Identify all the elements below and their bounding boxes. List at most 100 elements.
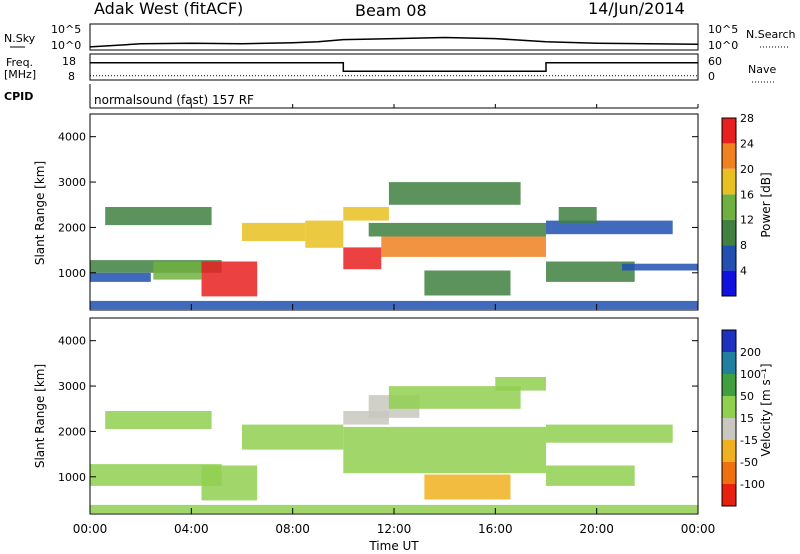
power-band-12 — [424, 270, 511, 296]
freq-left-tick-bottom: 8 — [68, 70, 75, 83]
power-colorbar-label: Power [dB] — [759, 172, 773, 237]
power-colorbar-swatch-5 — [722, 143, 736, 169]
freq-left-tick-top: 18 — [62, 55, 76, 68]
power-colorbar-swatch-4 — [722, 168, 736, 195]
noise-right-tick-top: 10^5 — [708, 23, 738, 36]
power-band-2 — [153, 261, 202, 280]
power-colorbar-swatch-1 — [722, 245, 736, 271]
power-ytick-label-0: 1000 — [58, 267, 86, 280]
velocity-ytick-label-2: 3000 — [58, 380, 86, 393]
nave-label: Nave — [748, 63, 776, 76]
power-colorbar-tick-0: 4 — [740, 265, 747, 278]
noise-panel-frame — [89, 23, 699, 51]
noise-sky-series — [89, 36, 699, 48]
power-band-11 — [388, 182, 521, 205]
power-colorbar-tick-3: 16 — [740, 188, 754, 201]
velocity-colorbar-label: Velocity [m s⁻¹] — [759, 363, 773, 456]
noise-right-tick-bottom: 10^0 — [708, 39, 738, 52]
velocity-colorbar-swatch-5 — [722, 374, 736, 396]
velocity-colorbar-frame — [721, 329, 737, 507]
velocity-band-0 — [90, 464, 222, 486]
freq-panel-frame — [89, 53, 699, 81]
power-band-3 — [201, 261, 258, 297]
x-axis-label: Time UT — [368, 539, 419, 553]
velocity-colorbar-tick-5: 100 — [740, 368, 761, 381]
power-colorbar-tick-2: 12 — [740, 214, 754, 227]
noise-left-tick-bottom: 10^0 — [51, 39, 81, 52]
beam-title: Beam 08 — [355, 1, 427, 20]
power-band-4 — [105, 207, 212, 226]
power-band-15 — [558, 207, 597, 223]
freq-trace — [90, 61, 698, 77]
date-title: 14/Jun/2014 — [588, 0, 685, 18]
power-colorbar: 4 8 12 16 20 24 28 — [721, 112, 754, 297]
velocity-colorbar-tick-1: -50 — [740, 456, 758, 469]
power-heatmap — [90, 182, 698, 310]
power-colorbar-tick-4: 20 — [740, 163, 754, 176]
noise-right-label: N.Search — [746, 28, 796, 41]
velocity-colorbar-tick-3: 15 — [740, 412, 754, 425]
power-band-16 — [622, 263, 698, 271]
velocity-colorbar-swatch-4 — [722, 396, 736, 418]
velocity-colorbar-swatch-7 — [722, 330, 736, 352]
power-band-10 — [343, 207, 389, 221]
velocity-band-9 — [424, 474, 511, 500]
velocity-band-10 — [546, 424, 673, 443]
power-colorbar-swatch-0 — [722, 270, 736, 296]
x-tick-label-2: 08:00 — [275, 522, 310, 536]
cpid-program-name: normalsound (fast) 157 RF — [94, 93, 254, 107]
power-band-14 — [546, 261, 635, 282]
velocity-band-1 — [201, 465, 258, 501]
power-band-6 — [305, 220, 344, 248]
power-ytick-label-3: 4000 — [58, 131, 86, 144]
freq-right-tick-bottom: 0 — [708, 70, 715, 83]
velocity-heatmap — [90, 377, 698, 514]
power-y-axis: 1000 2000 3000 4000 — [58, 131, 698, 280]
velocity-y-axis-label: Slant Range [km] — [33, 364, 47, 468]
power-ytick-label-2: 3000 — [58, 176, 86, 189]
power-band-9 — [368, 222, 546, 237]
velocity-colorbar-swatch-0 — [722, 484, 736, 506]
power-band-5 — [242, 222, 306, 241]
velocity-ytick-label-1: 2000 — [58, 425, 86, 438]
velocity-ytick-label-0: 1000 — [58, 471, 86, 484]
freq-series-0 — [90, 61, 698, 73]
velocity-band-7 — [388, 386, 521, 409]
x-tick-label-0: 00:00 — [73, 522, 108, 536]
velocity-y-axis: 1000 2000 3000 4000 — [58, 335, 698, 484]
noise-left-label: N.Sky — [4, 32, 36, 45]
power-colorbar-tick-6: 28 — [740, 112, 754, 125]
time-axis: 00:00 04:00 08:00 12:00 16:00 20:00 00:00 — [73, 104, 716, 536]
velocity-colorbar-swatch-6 — [722, 352, 736, 374]
power-colorbar-tick-5: 24 — [740, 137, 754, 150]
power-colorbar-swatch-3 — [722, 194, 736, 220]
power-colorbar-tick-1: 8 — [740, 239, 747, 252]
velocity-colorbar-swatch-2 — [722, 440, 736, 462]
velocity-band-4 — [343, 426, 546, 474]
x-tick-label-1: 04:00 — [174, 522, 209, 536]
power-y-axis-label: Slant Range [km] — [33, 161, 47, 265]
power-ytick-label-1: 2000 — [58, 221, 86, 234]
power-colorbar-frame — [721, 117, 737, 297]
noise-left-tick-top: 10^5 — [51, 23, 81, 36]
noise-trace — [89, 36, 699, 48]
velocity-band-3 — [242, 424, 344, 450]
station-title: Adak West (fitACF) — [94, 0, 243, 18]
power-band-1 — [90, 272, 151, 282]
x-tick-label-4: 16:00 — [478, 522, 513, 536]
velocity-colorbar-swatch-1 — [722, 462, 736, 484]
velocity-ytick-label-3: 4000 — [58, 335, 86, 348]
power-band-7 — [343, 247, 382, 270]
power-band-13 — [546, 220, 673, 235]
power-colorbar-swatch-6 — [722, 118, 736, 144]
freq-right-tick-top: 60 — [708, 55, 722, 68]
velocity-colorbar: -100 -50 -15 15 50 100 200 — [721, 329, 765, 507]
velocity-colorbar-tick-4: 50 — [740, 390, 754, 403]
power-band-8 — [381, 236, 546, 257]
freq-left-label-1: Freq. — [6, 56, 33, 69]
x-tick-label-6: 00:00 — [681, 522, 716, 536]
cpid-label: CPID — [4, 90, 33, 103]
power-colorbar-swatch-2 — [722, 219, 736, 246]
velocity-colorbar-tick-2: -15 — [740, 434, 758, 447]
velocity-band-11 — [546, 465, 635, 486]
